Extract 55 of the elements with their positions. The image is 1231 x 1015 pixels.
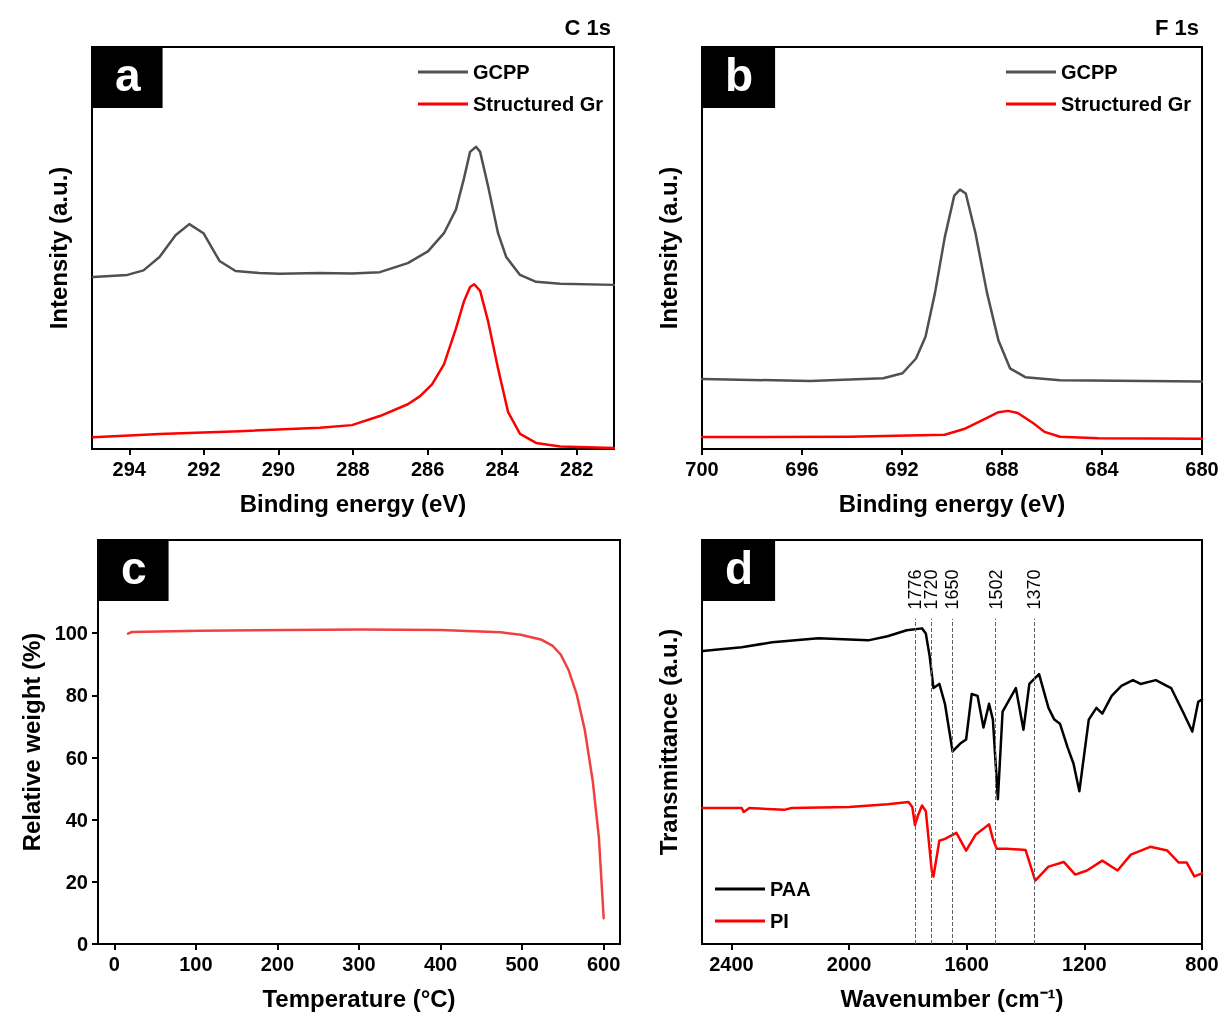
legend-label: Structured Gr (472, 93, 604, 115)
x-tick-label: 1200 (1062, 953, 1107, 975)
x-axis-title: Wavenumber (cm⁻¹) (840, 984, 1064, 1012)
chart-subtitle: C 1s (564, 14, 612, 40)
x-tick-label: 282 (560, 458, 594, 480)
x-tick-label: 292 (187, 458, 221, 480)
line-series (126, 628, 605, 920)
legend-label: Structured Gr (1060, 93, 1192, 115)
y-tick-label: 60 (65, 746, 88, 769)
x-tick-label: 294 (112, 458, 147, 480)
x-axis-title: Binding energy (eV) (838, 489, 1066, 517)
x-axis-title: Temperature (°C) (262, 984, 456, 1012)
x-tick-label: 284 (485, 458, 520, 480)
chart-title: d (725, 542, 754, 594)
x-tick-label: 1600 (944, 953, 989, 975)
x-tick-label: 2000 (826, 953, 872, 975)
y-tick-label: 40 (65, 808, 88, 831)
x-tick-label: 696 (785, 458, 819, 480)
x-tick-label: 0 (108, 953, 120, 975)
x-tick-label: 286 (410, 458, 445, 480)
x-tick-label: 2400 (709, 953, 754, 975)
legend-label: PI (770, 910, 789, 932)
x-tick-label: 692 (885, 458, 919, 480)
x-tick-label: 688 (985, 458, 1019, 480)
legend-label: GCPP (472, 61, 530, 83)
y-tick-label: 100 (54, 622, 88, 645)
x-tick-label: 684 (1085, 458, 1120, 480)
x-tick-label: 100 (179, 953, 213, 975)
x-tick-label: 680 (1185, 458, 1219, 480)
legend-label: PAA (770, 878, 811, 900)
y-tick-label: 80 (65, 684, 88, 707)
x-tick-label: 500 (505, 953, 539, 975)
x-tick-label: 400 (423, 953, 458, 975)
y-axis-title: Transmittance (a.u.) (654, 628, 682, 856)
chart-subtitle: F 1s (1154, 14, 1200, 40)
ref-line-label: 1650 (942, 569, 962, 610)
x-tick-label: 200 (260, 953, 295, 975)
chart-title: a (115, 49, 141, 101)
x-tick-label: 300 (342, 953, 376, 975)
y-tick-label: 0 (76, 933, 88, 955)
y-tick-label: 20 (65, 870, 88, 893)
ref-line-label: 1502 (985, 569, 1006, 610)
y-axis-title: Relative weight (%) (18, 632, 46, 852)
x-tick-label: 600 (587, 953, 621, 975)
chart-title: c (121, 542, 147, 594)
y-axis-title: Intensity (a.u.) (44, 166, 72, 330)
x-tick-label: 700 (685, 458, 719, 480)
x-tick-label: 800 (1185, 953, 1219, 975)
ref-line-label: 1370 (1024, 569, 1045, 610)
x-tick-label: 288 (336, 458, 370, 480)
chart-title: b (725, 49, 754, 101)
legend-label: GCPP (1060, 61, 1118, 83)
x-tick-label: 290 (261, 458, 296, 480)
y-axis-title: Intensity (a.u.) (654, 166, 682, 330)
x-axis-title: Binding energy (eV) (239, 489, 467, 517)
